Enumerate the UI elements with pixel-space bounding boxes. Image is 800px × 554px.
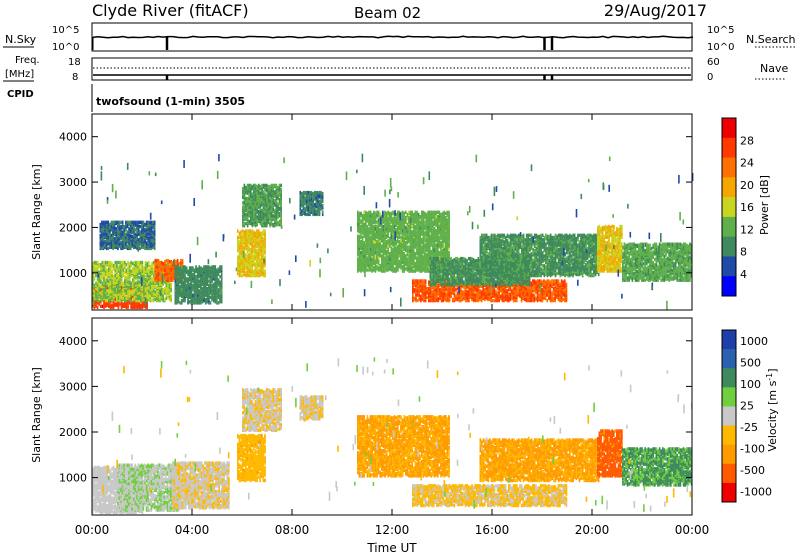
x-tick-label-6: 00:00 xyxy=(675,523,710,537)
power-heatmap xyxy=(92,154,693,310)
power-colorbar-tick-3: 16 xyxy=(740,201,754,214)
x-tick-label-5: 20:00 xyxy=(575,523,610,537)
station-title: Clyde River (fitACF) xyxy=(92,1,249,20)
velocity-colorbar-tick-3: 25 xyxy=(740,399,754,412)
freq-tick-high: 18 xyxy=(68,57,81,68)
velocity-colorbar-band-0 xyxy=(722,330,736,350)
x-tick-label-2: 08:00 xyxy=(275,523,310,537)
velocity-y-label: Slant Range [km] xyxy=(30,367,43,463)
velocity-colorbar-tick-2: 100 xyxy=(740,378,761,391)
velocity-colorbar-band-8 xyxy=(722,483,736,503)
x-tick-label-3: 12:00 xyxy=(375,523,410,537)
cpid-text: twofsound (1-min) 3505 xyxy=(96,95,245,108)
velocity-colorbar-band-5 xyxy=(722,426,736,446)
power-ytick-label-2: 3000 xyxy=(59,176,87,189)
x-axis-label: Time UT xyxy=(366,541,417,554)
power-colorbar-band-4 xyxy=(722,197,736,217)
power-colorbar-band-2 xyxy=(722,158,736,178)
power-colorbar-tick-6: 28 xyxy=(740,134,754,147)
power-colorbar-tick-2: 12 xyxy=(740,223,754,236)
freq-unit: [MHz] xyxy=(5,69,34,80)
nsky-tick-low: 10^0 xyxy=(52,42,79,53)
power-ytick-label-0: 1000 xyxy=(59,267,87,280)
power-colorbar-band-5 xyxy=(722,217,736,237)
power-ytick-label-1: 2000 xyxy=(59,221,87,234)
nave-tick-low: 0 xyxy=(707,72,713,83)
power-colorbar-tick-0: 4 xyxy=(740,268,747,281)
velocity-ytick-label-3: 4000 xyxy=(59,335,87,348)
power-blob-12 xyxy=(597,225,623,273)
velocity-colorbar-band-3 xyxy=(722,387,736,407)
power-colorbar-band-8 xyxy=(722,276,736,296)
power-colorbar: 4 8 12 16 20 24 28 xyxy=(722,118,754,297)
velocity-colorbar-band-6 xyxy=(722,445,736,465)
velocity-colorbar-band-7 xyxy=(722,464,736,484)
power-blob-13 xyxy=(622,243,692,282)
velocity-blob-5 xyxy=(300,395,324,420)
freq-panel-frame xyxy=(92,58,692,80)
velocity-colorbar-tick-5: -100 xyxy=(740,442,765,455)
power-blob-4 xyxy=(175,265,223,304)
velocity-ytick-label-0: 1000 xyxy=(59,472,87,485)
velocity-blob-7 xyxy=(412,484,567,507)
velocity-blob-3 xyxy=(237,434,266,482)
velocity-colorbar-tick-1: 500 xyxy=(740,356,761,369)
power-colorbar-band-0 xyxy=(722,118,736,138)
date-title: 29/Aug/2017 xyxy=(604,1,707,20)
nsearch-tick-low: 10^0 xyxy=(707,42,734,53)
power-blob-11 xyxy=(480,234,600,278)
nave-label: Nave xyxy=(760,62,788,75)
power-colorbar-band-6 xyxy=(722,237,736,257)
power-colorbar-label: Power [dB] xyxy=(758,175,771,235)
velocity-blob-10 xyxy=(622,447,692,486)
power-colorbar-band-3 xyxy=(722,177,736,197)
nsearch-label: N.Search xyxy=(746,33,796,46)
velocity-colorbar-tick-4: -25 xyxy=(740,421,758,434)
cpid-label: CPID xyxy=(7,89,34,100)
velocity-colorbar-band-4 xyxy=(722,406,736,426)
power-colorbar-tick-5: 24 xyxy=(740,157,754,170)
power-ytick-label-3: 4000 xyxy=(59,131,87,144)
power-colorbar-band-1 xyxy=(722,138,736,158)
velocity-blob-1 xyxy=(117,464,181,512)
power-y-label: Slant Range [km] xyxy=(30,164,43,260)
velocity-heatmap xyxy=(92,357,693,514)
freq-tick-low: 8 xyxy=(72,72,78,83)
velocity-colorbar-tick-6: -500 xyxy=(740,464,765,477)
x-tick-label-1: 04:00 xyxy=(175,523,210,537)
velocity-blob-8 xyxy=(480,438,600,482)
freq-label: Freq. xyxy=(15,55,40,66)
velocity-ytick-label-1: 2000 xyxy=(59,426,87,439)
radar-summary-plot: Clyde River (fitACF) Beam 02 29/Aug/2017… xyxy=(0,0,800,554)
power-colorbar-tick-4: 20 xyxy=(740,179,754,192)
velocity-colorbar-tick-0: 1000 xyxy=(740,335,768,348)
x-tick-label-4: 16:00 xyxy=(475,523,510,537)
nsearch-tick-high: 10^5 xyxy=(707,25,734,36)
nave-tick-high: 60 xyxy=(707,57,720,68)
nsky-spikes xyxy=(93,37,553,50)
velocity-ytick-label-2: 3000 xyxy=(59,380,87,393)
velocity-colorbar-band-2 xyxy=(722,368,736,388)
velocity-colorbar-tick-7: -1000 xyxy=(740,485,772,498)
velocity-blob-2 xyxy=(172,461,230,509)
velocity-colorbar-label: Velocity [m s-1] xyxy=(765,368,780,451)
nsky-trace xyxy=(93,36,693,37)
nsky-label: N.Sky xyxy=(5,33,37,46)
power-colorbar-tick-1: 8 xyxy=(740,246,747,259)
power-colorbar-band-7 xyxy=(722,256,736,276)
velocity-colorbar: 1000 500 100 25 -25 -100 -500 -1000 xyxy=(722,330,772,503)
velocity-colorbar-band-1 xyxy=(722,349,736,369)
power-blob-5 xyxy=(237,229,266,277)
power-blob-2 xyxy=(100,221,156,250)
velocity-blob-9 xyxy=(597,429,623,477)
x-tick-label-0: 00:00 xyxy=(75,523,110,537)
nsky-tick-high: 10^5 xyxy=(52,25,79,36)
power-blob-6 xyxy=(242,184,282,228)
beam-title: Beam 02 xyxy=(354,4,421,22)
power-blob-7 xyxy=(300,191,324,216)
